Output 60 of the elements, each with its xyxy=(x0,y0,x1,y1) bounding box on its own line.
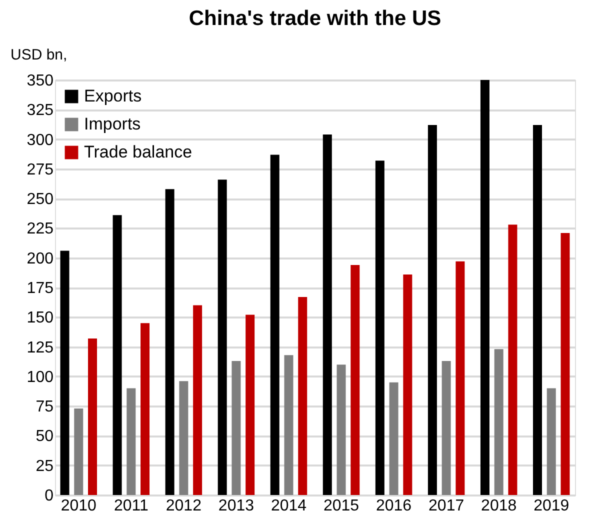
bar xyxy=(480,80,490,495)
y-tick-label: 275 xyxy=(26,161,54,178)
bar xyxy=(508,224,518,495)
legend-label: Exports xyxy=(84,86,142,106)
bar xyxy=(428,125,437,495)
bar xyxy=(560,232,570,495)
chart-title: China's trade with the US xyxy=(188,7,442,30)
bar xyxy=(284,355,294,495)
legend-label: Imports xyxy=(84,114,141,134)
x-tick-label: 2014 xyxy=(270,498,307,514)
bar xyxy=(494,349,504,495)
y-tick-label: 150 xyxy=(26,310,54,327)
x-tick-label: 2016 xyxy=(376,498,412,514)
bar xyxy=(112,215,122,495)
bar xyxy=(179,381,188,495)
bar xyxy=(270,154,280,495)
y-tick-label: 250 xyxy=(26,191,54,208)
bar xyxy=(403,274,412,495)
bar xyxy=(298,296,308,495)
x-tick-label: 2010 xyxy=(60,498,97,514)
bar xyxy=(140,323,150,495)
x-tick-label: 2018 xyxy=(481,498,517,514)
x-tick-label: 2017 xyxy=(428,498,464,514)
y-tick-label: 200 xyxy=(26,250,54,268)
y-tick-label: 25 xyxy=(36,458,54,475)
bar xyxy=(546,388,556,495)
bar xyxy=(442,361,451,495)
legend-label: Trade balance xyxy=(84,142,192,162)
x-tick-label: 2019 xyxy=(534,498,570,514)
bar xyxy=(322,134,332,495)
bar xyxy=(456,261,465,495)
x-tick-label: 2013 xyxy=(218,498,254,514)
y-axis-title: USD bn, xyxy=(10,46,68,64)
bar xyxy=(74,408,84,495)
bar xyxy=(532,125,542,495)
bar xyxy=(350,264,360,495)
bar xyxy=(336,364,346,495)
y-tick-label: 225 xyxy=(26,220,54,238)
x-tick-label: 2011 xyxy=(114,498,148,514)
x-tick-label: 2015 xyxy=(323,498,360,514)
bar xyxy=(389,382,398,495)
bar xyxy=(165,189,174,495)
y-tick-label: 125 xyxy=(26,339,54,356)
y-tick-label: 100 xyxy=(26,368,54,386)
y-tick-label: 350 xyxy=(26,72,54,90)
bar xyxy=(232,361,241,495)
bar xyxy=(60,250,70,495)
y-tick-label: 300 xyxy=(26,132,54,149)
y-tick-label: 325 xyxy=(26,102,54,120)
x-tick-label: 2012 xyxy=(166,498,202,514)
bar xyxy=(126,388,136,495)
bar xyxy=(246,314,255,495)
y-tick-label: 0 xyxy=(44,488,54,504)
bar xyxy=(218,180,227,495)
bar xyxy=(375,160,384,495)
y-tick-label: 175 xyxy=(26,280,54,297)
y-tick-label: 50 xyxy=(36,428,54,446)
y-tick-label: 75 xyxy=(36,398,54,416)
bar xyxy=(193,305,202,495)
bar xyxy=(88,338,98,495)
